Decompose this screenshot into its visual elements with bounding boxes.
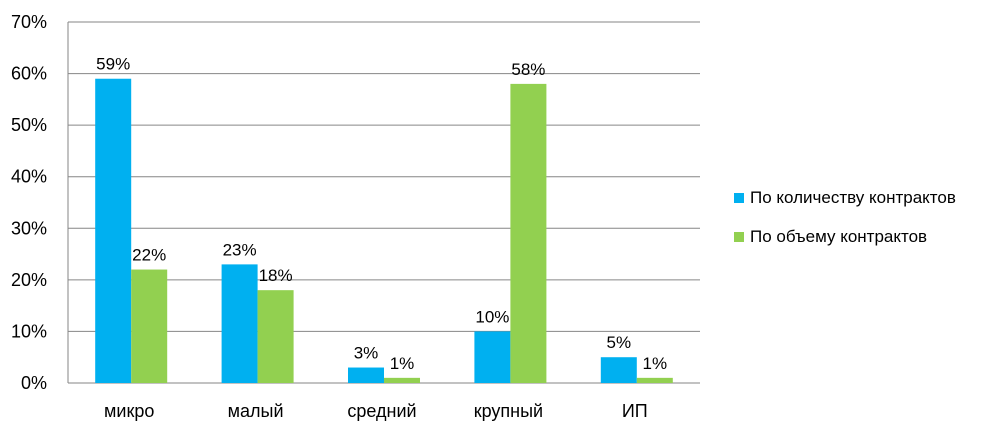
bar-count-3 [474,331,511,383]
bar-count-1 [221,264,258,383]
data-label: 58% [511,60,545,79]
category-label: микро [104,401,154,421]
data-label: 18% [259,266,293,285]
y-tick-label: 50% [11,115,47,135]
bar-volume-0 [131,269,168,383]
legend: По количеству контрактов По объему контра… [734,188,956,246]
bar-volume-4 [636,377,673,383]
y-tick-label: 30% [11,218,47,238]
bar-count-0 [95,78,132,383]
legend-swatch [734,193,744,203]
legend-label: По объему контрактов [750,227,927,246]
gridlines [67,21,700,384]
legend-swatch [734,232,744,242]
data-label: 3% [354,344,379,363]
bar-volume-2 [384,377,420,383]
category-label: малый [228,401,284,421]
x-axis-categories: микро малый средний крупный ИП [104,401,648,421]
bar-volume-3 [510,83,547,383]
legend-label: По количеству контрактов [750,188,956,207]
data-label: 1% [390,354,415,373]
data-label: 59% [96,55,130,74]
y-tick-label: 60% [11,64,47,84]
bar-count-4 [600,357,637,383]
bar-count-2 [348,367,384,383]
y-tick-label: 70% [11,12,47,32]
y-tick-label: 20% [11,270,47,290]
y-axis-ticks: 0% 10% 20% 30% 40% 50% 60% 70% [11,12,47,393]
data-labels: 59% 22% 23%18% 3% 1% 10% 58% 5% 1% [96,55,667,373]
data-label: 5% [607,333,632,352]
data-label: 23% [223,240,257,259]
y-tick-label: 0% [21,373,47,393]
bars [95,78,673,383]
data-label: 1% [643,354,668,373]
category-label: ИП [622,401,648,421]
y-tick-label: 10% [11,321,47,341]
category-label: средний [347,401,416,421]
bar-volume-1 [257,290,294,383]
category-label: крупный [474,401,543,421]
y-tick-label: 40% [11,167,47,187]
data-label: 22% [132,246,166,265]
data-label: 10% [475,307,509,326]
